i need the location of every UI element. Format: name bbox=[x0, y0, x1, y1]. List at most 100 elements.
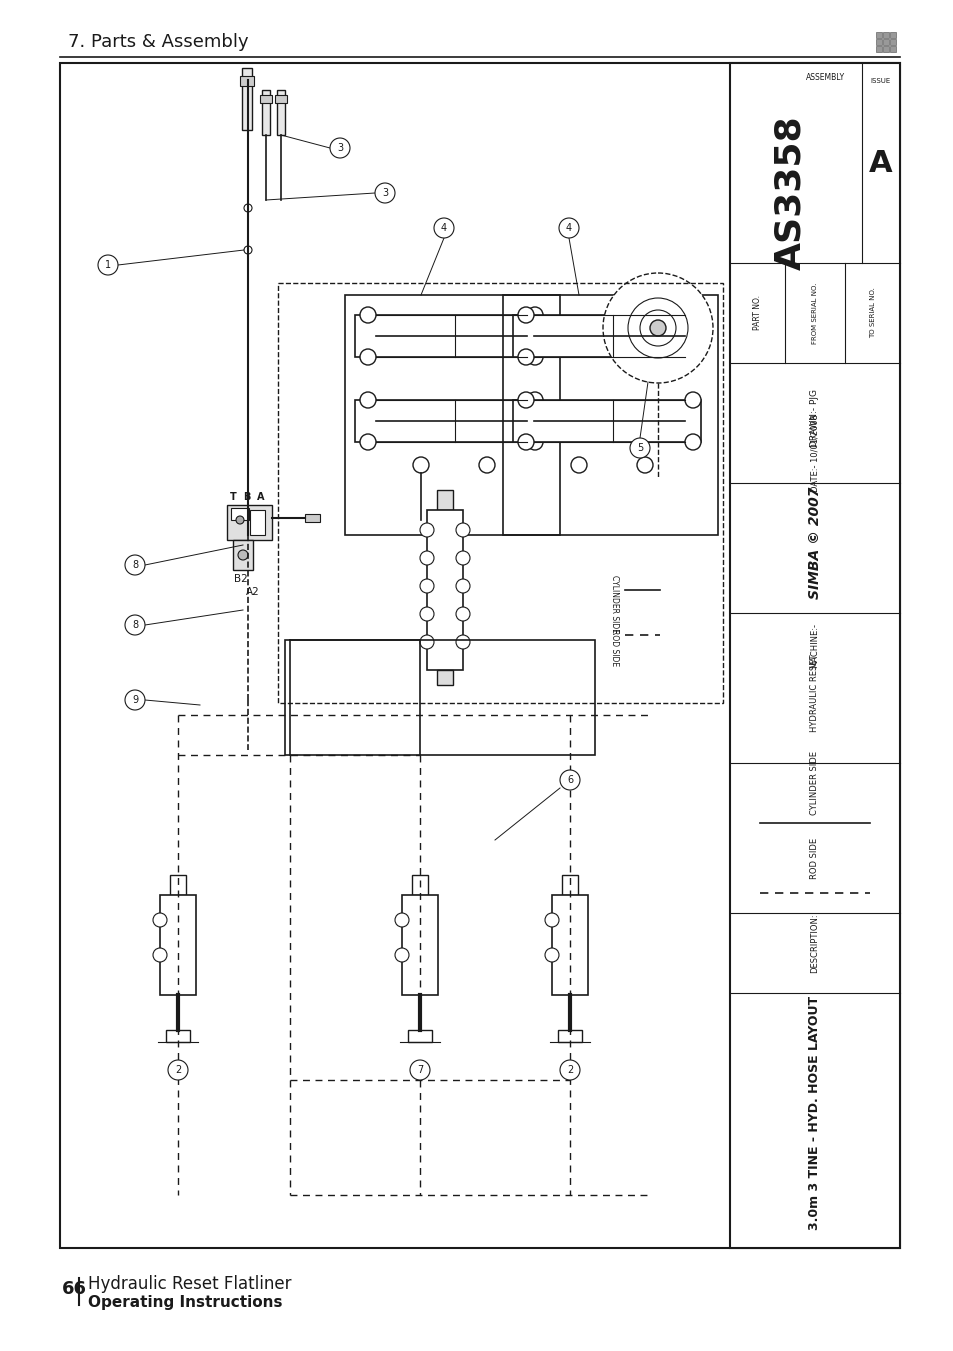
Text: DRAWN:- PJG: DRAWN:- PJG bbox=[810, 389, 819, 447]
Circle shape bbox=[375, 182, 395, 203]
Text: 3: 3 bbox=[381, 188, 388, 199]
Bar bbox=[558, 1029, 581, 1042]
Circle shape bbox=[125, 615, 145, 635]
Bar bbox=[427, 509, 462, 670]
Circle shape bbox=[410, 1061, 430, 1079]
Bar bbox=[240, 76, 253, 86]
Circle shape bbox=[419, 607, 434, 621]
Text: CYLINDER SIDE: CYLINDER SIDE bbox=[610, 576, 618, 634]
Circle shape bbox=[629, 438, 649, 458]
Circle shape bbox=[244, 246, 252, 254]
Text: PART NO.: PART NO. bbox=[753, 296, 761, 331]
Bar bbox=[889, 46, 895, 51]
Text: B2: B2 bbox=[233, 574, 248, 584]
Text: HYDRAULIC RESET: HYDRAULIC RESET bbox=[810, 654, 819, 732]
Circle shape bbox=[684, 434, 700, 450]
Bar bbox=[276, 91, 285, 135]
Text: 1: 1 bbox=[105, 259, 111, 270]
Bar bbox=[285, 640, 595, 755]
Circle shape bbox=[98, 255, 118, 276]
Text: MACHINE:-: MACHINE:- bbox=[810, 623, 819, 667]
Text: 66: 66 bbox=[62, 1279, 87, 1298]
Circle shape bbox=[637, 457, 652, 473]
Text: 2: 2 bbox=[566, 1065, 573, 1075]
Bar bbox=[227, 505, 272, 540]
Circle shape bbox=[456, 580, 470, 593]
Circle shape bbox=[359, 307, 375, 323]
Bar bbox=[882, 39, 888, 45]
Circle shape bbox=[526, 392, 542, 408]
Text: 6: 6 bbox=[566, 775, 573, 785]
Circle shape bbox=[571, 457, 586, 473]
Circle shape bbox=[526, 434, 542, 450]
Bar bbox=[345, 295, 559, 535]
Text: 5: 5 bbox=[637, 443, 642, 453]
Bar bbox=[412, 875, 428, 894]
Text: FROM SERIAL NO.: FROM SERIAL NO. bbox=[811, 282, 817, 343]
Circle shape bbox=[517, 392, 534, 408]
Circle shape bbox=[237, 550, 248, 561]
Text: 3.0m 3 TINE - HYD. HOSE LAYOUT: 3.0m 3 TINE - HYD. HOSE LAYOUT bbox=[807, 996, 821, 1229]
Text: 7. Parts & Assembly: 7. Parts & Assembly bbox=[68, 32, 249, 51]
Circle shape bbox=[558, 218, 578, 238]
Circle shape bbox=[456, 635, 470, 648]
Circle shape bbox=[526, 349, 542, 365]
Text: ISSUE: ISSUE bbox=[870, 78, 890, 84]
Text: ROD SIDE: ROD SIDE bbox=[610, 630, 618, 666]
Text: TO SERIAL NO.: TO SERIAL NO. bbox=[869, 288, 875, 339]
Text: 4: 4 bbox=[440, 223, 447, 232]
Circle shape bbox=[125, 555, 145, 576]
Bar bbox=[875, 46, 882, 51]
Circle shape bbox=[125, 690, 145, 711]
Circle shape bbox=[517, 307, 534, 323]
Bar bbox=[401, 894, 437, 994]
Circle shape bbox=[517, 434, 534, 450]
Text: CYLINDER SIDE: CYLINDER SIDE bbox=[810, 751, 819, 815]
Text: Operating Instructions: Operating Instructions bbox=[88, 1294, 282, 1309]
Bar bbox=[513, 400, 700, 442]
Bar bbox=[305, 513, 319, 521]
Circle shape bbox=[244, 204, 252, 212]
Circle shape bbox=[235, 516, 244, 524]
Text: 2: 2 bbox=[174, 1065, 181, 1075]
Bar bbox=[882, 32, 888, 38]
Bar bbox=[166, 1029, 190, 1042]
Text: B: B bbox=[243, 492, 251, 503]
Text: AS3358: AS3358 bbox=[772, 116, 806, 270]
Circle shape bbox=[544, 948, 558, 962]
Circle shape bbox=[517, 349, 534, 365]
Bar bbox=[882, 46, 888, 51]
Bar bbox=[729, 63, 899, 1248]
Bar bbox=[233, 540, 253, 570]
Bar bbox=[408, 1029, 432, 1042]
Circle shape bbox=[559, 770, 579, 790]
Circle shape bbox=[478, 457, 495, 473]
Circle shape bbox=[602, 273, 712, 382]
Bar bbox=[355, 400, 542, 442]
Text: 7: 7 bbox=[416, 1065, 423, 1075]
Circle shape bbox=[168, 1061, 188, 1079]
Bar bbox=[502, 295, 718, 535]
Text: ROD SIDE: ROD SIDE bbox=[810, 838, 819, 878]
Bar bbox=[262, 91, 270, 135]
Circle shape bbox=[395, 913, 409, 927]
Bar bbox=[436, 490, 453, 509]
Circle shape bbox=[684, 307, 700, 323]
Circle shape bbox=[526, 307, 542, 323]
Circle shape bbox=[359, 434, 375, 450]
Bar bbox=[60, 63, 899, 1248]
Circle shape bbox=[359, 349, 375, 365]
Text: T: T bbox=[230, 492, 236, 503]
Bar bbox=[875, 32, 882, 38]
Bar bbox=[561, 875, 578, 894]
Circle shape bbox=[456, 551, 470, 565]
Circle shape bbox=[456, 523, 470, 536]
Text: 8: 8 bbox=[132, 620, 138, 630]
Bar bbox=[250, 509, 265, 535]
Bar bbox=[160, 894, 195, 994]
Circle shape bbox=[559, 1061, 579, 1079]
Circle shape bbox=[434, 218, 454, 238]
Bar bbox=[355, 315, 542, 357]
Text: 3: 3 bbox=[336, 143, 343, 153]
Bar bbox=[170, 875, 186, 894]
